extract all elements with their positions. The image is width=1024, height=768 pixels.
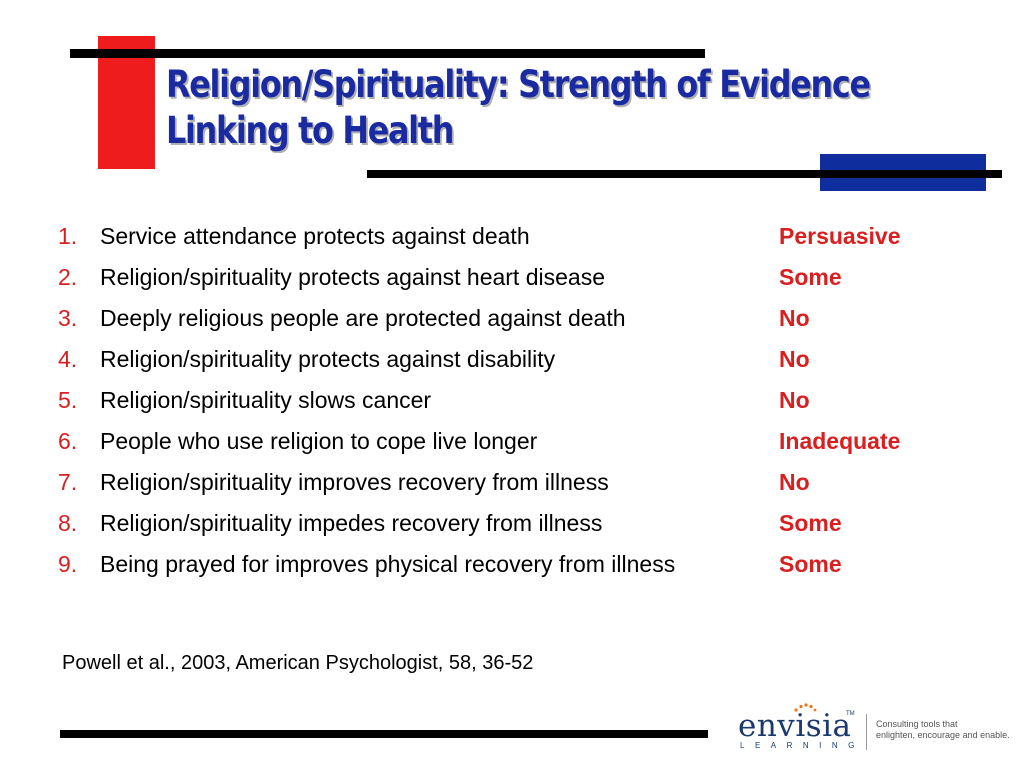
item-number: 5. [58, 387, 78, 413]
tagline-line-1: Consulting tools that [876, 719, 958, 729]
list-item: 5. Religion/spirituality slows cancer No [58, 385, 988, 426]
logo-dots-icon [794, 703, 817, 712]
item-claim: Religion/spirituality improves recovery … [100, 469, 609, 495]
item-number: 1. [58, 223, 78, 249]
citation: Powell et al., 2003, American Psychologi… [62, 652, 534, 674]
top-rule [70, 49, 705, 58]
item-number: 8. [58, 510, 78, 536]
item-evidence: No [779, 387, 810, 413]
item-number: 6. [58, 428, 78, 454]
list-item: 2. Religion/spirituality protects agains… [58, 262, 988, 303]
item-number: 4. [58, 346, 78, 372]
item-evidence: Some [779, 510, 842, 536]
list-item: 1. Service attendance protects against d… [58, 221, 988, 262]
list-item: 4. Religion/spirituality protects agains… [58, 344, 988, 385]
logo-divider [866, 714, 867, 750]
slide-title: Religion/Spirituality: Strength of Evide… [166, 62, 871, 154]
item-evidence: Inadequate [779, 428, 901, 454]
item-number: 9. [58, 551, 78, 577]
item-claim: Religion/spirituality protects against h… [100, 264, 605, 290]
logo-trademark: TM [846, 711, 855, 717]
item-number: 3. [58, 305, 78, 331]
logo-tagline: Consulting tools that enlighten, encoura… [876, 719, 1010, 741]
item-claim: Religion/spirituality impedes recovery f… [100, 510, 603, 536]
item-evidence: No [779, 469, 810, 495]
list-item: 7. Religion/spirituality improves recove… [58, 467, 988, 508]
list-item: 9. Being prayed for improves physical re… [58, 549, 988, 619]
item-claim: People who use religion to cope live lon… [100, 428, 538, 454]
item-claim: Religion/spirituality protects against d… [100, 346, 556, 372]
logo-wordmark: envisia [738, 708, 852, 744]
list-item: 3. Deeply religious people are protected… [58, 303, 988, 344]
item-number: 2. [58, 264, 78, 290]
item-evidence: No [779, 305, 810, 331]
slide-title-line-2: Linking to Health [166, 109, 454, 152]
slide-title-line-1: Religion/Spirituality: Strength of Evide… [166, 63, 871, 106]
item-evidence: Some [779, 551, 842, 577]
list-item: 6. People who use religion to cope live … [58, 426, 988, 467]
list-item: 8. Religion/spirituality impedes recover… [58, 508, 988, 549]
title-underline-rule [367, 170, 1002, 178]
evidence-list: 1. Service attendance protects against d… [58, 221, 988, 619]
item-evidence: No [779, 346, 810, 372]
item-number: 7. [58, 469, 78, 495]
bottom-rule [60, 730, 708, 738]
item-claim: Religion/spirituality slows cancer [100, 387, 432, 413]
red-accent-block [98, 36, 155, 169]
logo-subtitle: LEARNING [740, 741, 865, 750]
item-evidence: Some [779, 264, 842, 290]
item-claim: Service attendance protects against deat… [100, 223, 530, 249]
envisia-logo: envisia TM LEARNING Consulting tools tha… [738, 702, 1010, 754]
item-claim: Being prayed for improves physical recov… [100, 551, 676, 577]
tagline-line-2: enlighten, encourage and enable. [876, 730, 1010, 740]
item-evidence: Persuasive [779, 223, 901, 249]
item-claim: Deeply religious people are protected ag… [100, 305, 626, 331]
